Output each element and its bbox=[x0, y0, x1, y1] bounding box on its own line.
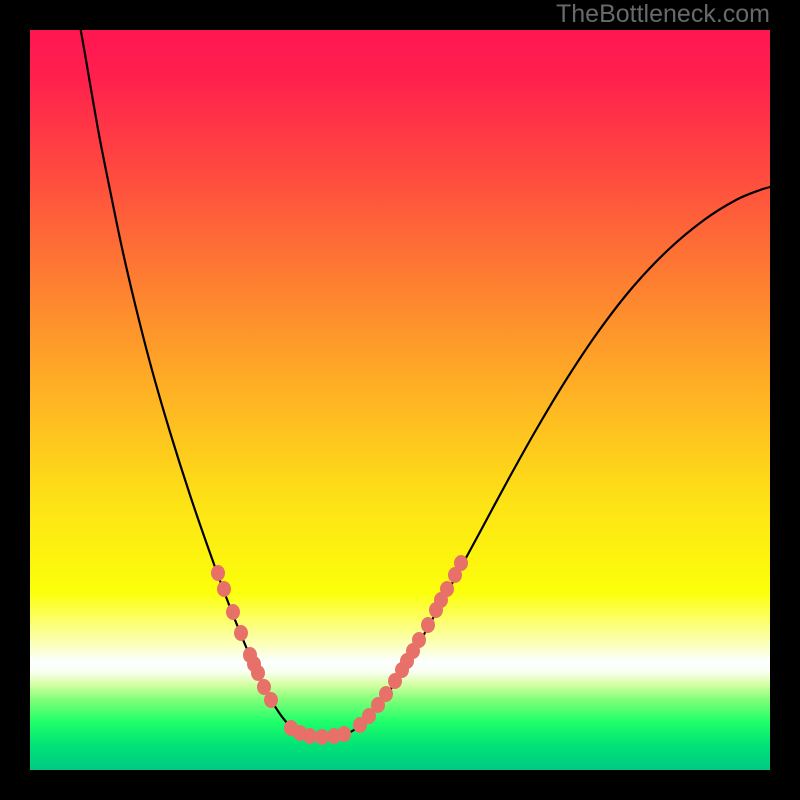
marker-bottom-2 bbox=[303, 728, 317, 744]
gradient-background bbox=[30, 30, 770, 770]
marker-right-3 bbox=[379, 686, 393, 702]
marker-right-14 bbox=[454, 555, 468, 571]
marker-left-1 bbox=[217, 581, 231, 597]
marker-left-8 bbox=[264, 692, 278, 708]
marker-left-0 bbox=[211, 565, 225, 581]
marker-left-2 bbox=[226, 604, 240, 620]
chart-svg bbox=[0, 0, 800, 800]
marker-left-6 bbox=[251, 665, 265, 681]
marker-right-8 bbox=[412, 632, 426, 648]
marker-bottom-5 bbox=[337, 726, 351, 742]
marker-bottom-3 bbox=[315, 729, 329, 745]
chart-root: TheBottleneck.com bbox=[0, 0, 800, 800]
marker-right-9 bbox=[421, 617, 435, 633]
marker-right-12 bbox=[440, 581, 454, 597]
marker-left-3 bbox=[234, 625, 248, 641]
